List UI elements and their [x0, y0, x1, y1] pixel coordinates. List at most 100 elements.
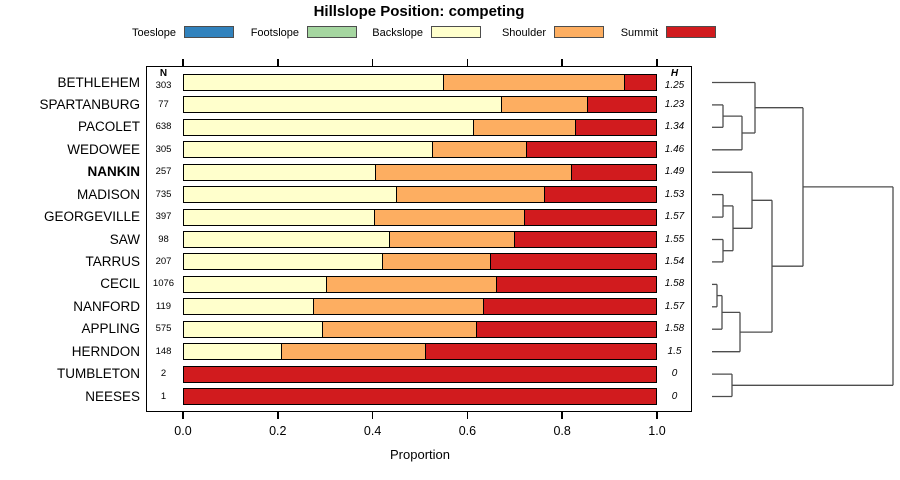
legend: Toeslope Footslope Backslope Shoulder Summit: [0, 24, 900, 42]
h-column-header: H: [670, 68, 679, 79]
x-tick-label: 0.2: [269, 424, 287, 438]
h-value: 1.55: [664, 233, 685, 245]
x-tick-bottom: [561, 412, 563, 419]
plot-panel-border: [146, 66, 692, 412]
n-value: 575: [155, 323, 172, 335]
legend-swatch-toeslope: [184, 26, 234, 38]
x-tick-label: 0.0: [174, 424, 192, 438]
h-value: 1.57: [664, 300, 685, 312]
x-tick-top: [656, 59, 658, 66]
legend-label-shoulder: Shoulder: [501, 27, 546, 39]
bar-segment-shoulder: [501, 97, 589, 113]
legend-swatch-shoulder: [554, 26, 604, 38]
bar-segment-summit: [184, 366, 656, 382]
x-tick-bottom: [466, 412, 469, 419]
n-value: 1: [160, 390, 167, 402]
category-label-nankin: NANKIN: [87, 164, 141, 180]
n-column-header: N: [159, 68, 168, 79]
n-value: 148: [155, 345, 172, 357]
bar-segment-backslope: [184, 232, 391, 247]
x-tick-top: [561, 59, 563, 66]
n-value: 305: [155, 143, 172, 155]
bar-segment-shoulder: [396, 187, 546, 203]
bar-segment-backslope: [184, 321, 324, 337]
n-value: 1076: [152, 278, 175, 290]
bar-row-appling: [183, 320, 657, 338]
bar-segment-summit: [588, 97, 657, 113]
category-label-wedowee: WEDOWEE: [67, 141, 140, 157]
n-value: 77: [158, 98, 169, 110]
x-tick-top: [182, 59, 184, 66]
bar-segment-summit: [575, 119, 656, 135]
h-value: 1.49: [664, 166, 685, 178]
bar-row-nanford: [183, 298, 657, 316]
bar-segment-shoulder: [374, 209, 525, 225]
bar-row-spartanburg: [183, 96, 657, 114]
category-label-spartanburg: SPARTANBURG: [39, 96, 140, 112]
bar-segment-shoulder: [282, 344, 426, 360]
bar-segment-shoulder: [473, 119, 576, 135]
legend-swatch-footslope: [307, 26, 357, 38]
h-value: 1.57: [664, 211, 685, 223]
category-label-tumbleton: TUMBLETON: [56, 366, 140, 382]
n-value: 638: [155, 121, 172, 133]
bar-segment-backslope: [184, 119, 474, 135]
legend-label-footslope: Footslope: [250, 27, 299, 39]
h-value: 1.53: [664, 188, 685, 200]
h-value: 1.46: [664, 143, 685, 155]
x-axis-title: Proportion: [390, 447, 450, 462]
bar-segment-shoulder: [323, 321, 477, 337]
category-label-neeses: NEESES: [85, 388, 140, 404]
category-label-herndon: HERNDON: [71, 343, 140, 359]
bar-segment-shoulder: [375, 164, 573, 180]
h-value: 1.58: [664, 323, 685, 335]
n-value: 2: [160, 368, 167, 380]
x-tick-label: 0.4: [363, 424, 382, 438]
category-label-tarrus: TARRUS: [85, 253, 140, 269]
bar-segment-backslope: [184, 254, 384, 270]
bar-segment-summit: [184, 389, 656, 405]
bar-segment-summit: [526, 142, 656, 158]
n-value: 98: [158, 233, 169, 245]
bar-row-bethlehem: [183, 74, 657, 91]
category-label-appling: APPLING: [81, 321, 140, 337]
category-label-pacolet: PACOLET: [77, 119, 140, 135]
bar-segment-summit: [572, 164, 656, 180]
bar-segment-backslope: [184, 97, 502, 113]
x-tick-label: 0.6: [458, 424, 477, 438]
bar-segment-backslope: [184, 209, 375, 225]
n-value: 303: [155, 79, 172, 91]
bar-segment-backslope: [184, 276, 327, 292]
bar-segment-shoulder: [432, 142, 527, 158]
category-label-georgeville: GEORGEVILLE: [43, 209, 140, 225]
x-tick-bottom: [371, 412, 374, 419]
n-value: 119: [155, 300, 172, 312]
n-value: 735: [155, 188, 172, 200]
bar-segment-backslope: [184, 75, 444, 90]
category-label-nanford: NANFORD: [73, 298, 140, 314]
bar-row-tumbleton: [183, 365, 657, 383]
h-value: 0: [671, 390, 678, 402]
bar-row-neeses: [183, 388, 657, 406]
bar-segment-backslope: [184, 187, 397, 203]
bar-row-nankin: [183, 163, 657, 181]
bar-segment-summit: [624, 75, 656, 90]
category-label-madison: MADISON: [76, 186, 140, 202]
n-value: 257: [155, 166, 172, 178]
bar-segment-summit: [496, 276, 656, 292]
bar-row-cecil: [183, 275, 657, 293]
x-tick-bottom: [277, 412, 279, 419]
h-value: 1.25: [664, 79, 685, 91]
bar-segment-summit: [545, 187, 656, 203]
bar-row-tarrus: [183, 253, 657, 271]
bar-segment-summit: [425, 344, 656, 360]
bar-segment-shoulder: [443, 75, 625, 90]
h-value: 0: [671, 368, 678, 380]
bar-row-saw: [183, 231, 657, 248]
bar-segment-backslope: [184, 142, 433, 158]
bar-row-madison: [183, 186, 657, 204]
bar-row-herndon: [183, 343, 657, 361]
h-value: 1.54: [664, 255, 685, 267]
